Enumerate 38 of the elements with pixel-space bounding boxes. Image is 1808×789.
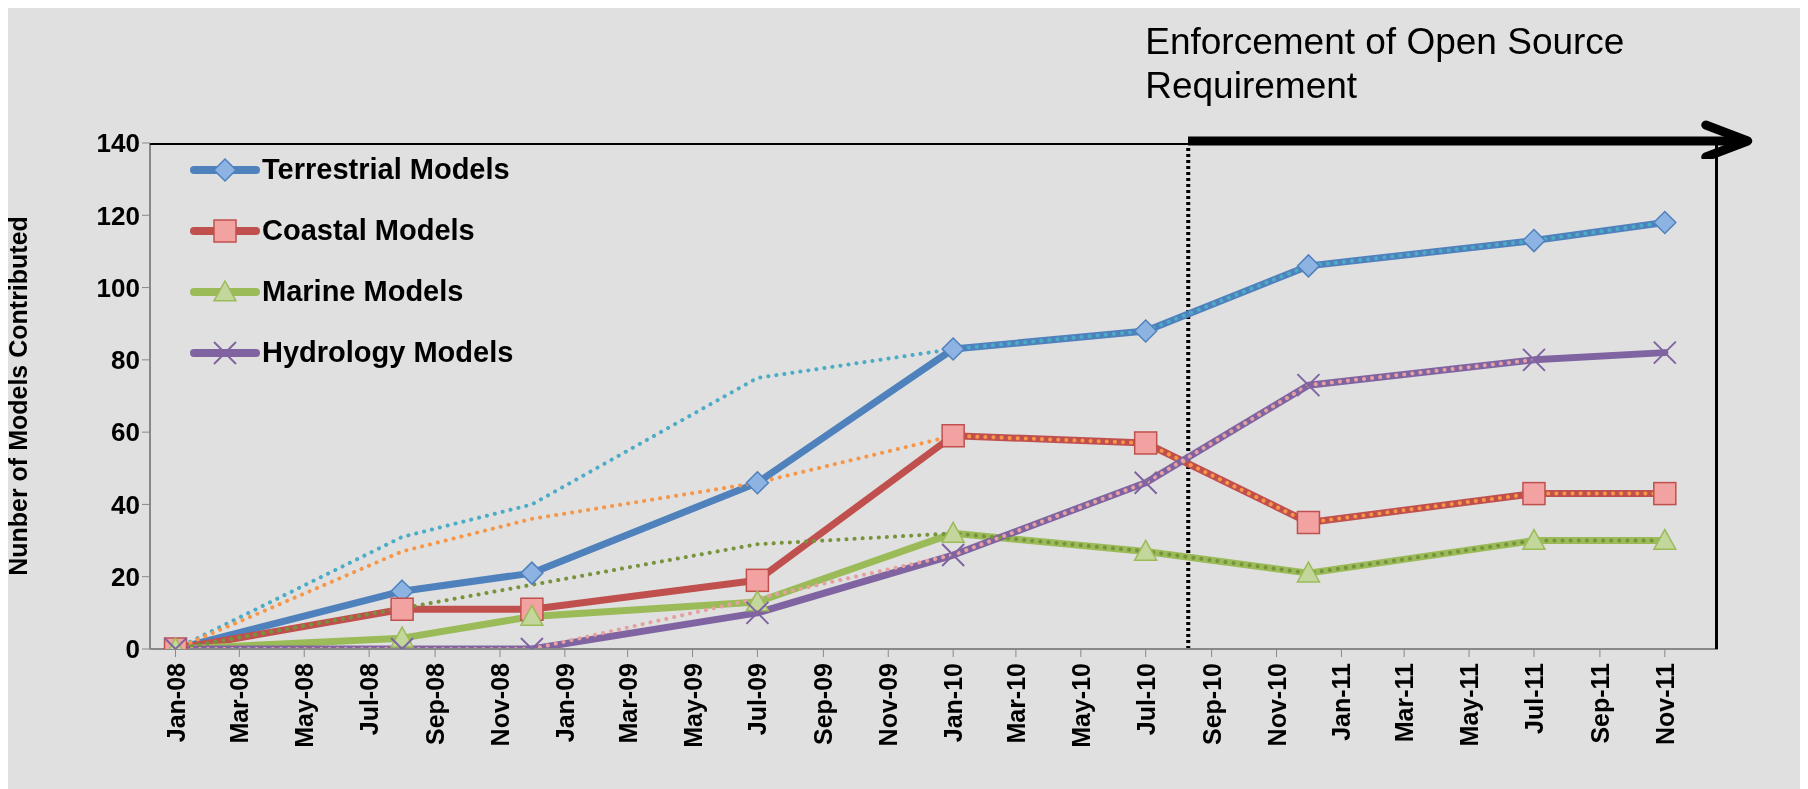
x-tick-label: Sep-09	[809, 663, 838, 745]
y-tick-label: 0	[125, 634, 140, 665]
x-tick-label: Jan-11	[1327, 662, 1356, 741]
y-tick-label: 80	[111, 345, 140, 376]
x-tick-label: May-08	[290, 662, 319, 748]
x-tick-label: Mar-10	[1001, 663, 1030, 744]
x-tick-label: Jul-08	[355, 662, 384, 736]
x-tick-label: Mar-08	[225, 662, 254, 744]
x-tick-label: May-11	[1455, 662, 1484, 747]
x-tick-label: Mar-11	[1390, 662, 1419, 743]
x-tick-label: Jul-10	[1131, 663, 1160, 736]
y-tick-label: 20	[111, 561, 140, 592]
x-tick-label: Nov-10	[1262, 663, 1291, 747]
legend-label: Hydrology Models	[262, 336, 514, 369]
legend-label: Marine Models	[262, 275, 464, 308]
y-tick-label: 140	[96, 128, 140, 159]
y-tick-label: 60	[111, 417, 140, 448]
x-tick-label: Jan-08	[161, 662, 190, 743]
y-axis-title: Nunber of Models Contributed	[3, 216, 32, 576]
x-tick-label: Nov-09	[874, 663, 903, 747]
x-tick-label: May-09	[678, 663, 707, 748]
x-tick-label: Nov-11	[1650, 662, 1679, 745]
legend-label: Coastal Models	[262, 214, 475, 247]
x-tick-label: Nov-08	[485, 662, 514, 747]
y-tick-label: 40	[111, 489, 140, 520]
x-tick-label: Sep-08	[421, 662, 450, 745]
ref-line-label: Enforcement of Open Source Requirement	[1145, 20, 1626, 108]
x-tick-label: Mar-09	[613, 663, 642, 744]
x-tick-label: Jul-11	[1519, 662, 1548, 734]
y-tick-label: 100	[96, 272, 140, 303]
x-tick-label: May-10	[1066, 663, 1095, 748]
x-tick-label: Jan-09	[550, 663, 579, 743]
x-tick-label: Jan-10	[939, 663, 968, 743]
x-tick-label: Sep-11	[1585, 662, 1614, 744]
x-tick-label: Sep-10	[1197, 663, 1226, 745]
y-tick-label: 120	[96, 200, 140, 231]
legend-label: Terrestrial Models	[262, 153, 510, 186]
x-tick-label: Jul-09	[743, 663, 772, 736]
